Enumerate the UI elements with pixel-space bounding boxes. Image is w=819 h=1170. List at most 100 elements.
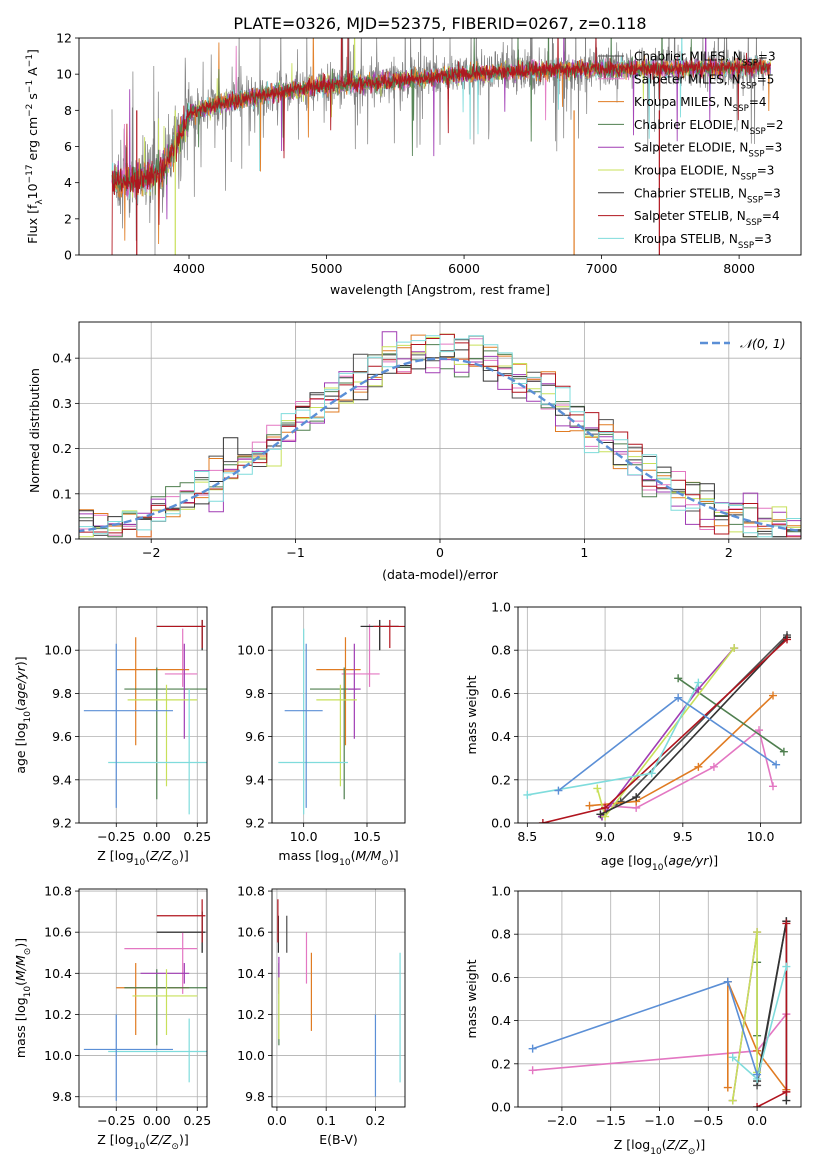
mass-weight-marker	[709, 762, 718, 771]
mass-weight-line	[527, 682, 700, 796]
x-axis-label: (data-model)/error	[382, 567, 499, 582]
label-fragment: 10	[25, 183, 40, 199]
axes-frame	[78, 321, 802, 540]
mass-weight-marker	[783, 635, 792, 644]
label-fragment: 10	[23, 711, 33, 723]
axes-frame	[271, 606, 406, 824]
label-fragment: Z [log	[97, 1132, 133, 1147]
mass-weight-marker	[753, 928, 762, 937]
y-axis-label: mass [log10(M/M⊙)]	[13, 938, 33, 1058]
y-tick-label: 0.0	[491, 816, 511, 831]
y-tick-label: 0.8	[491, 643, 511, 658]
label-fragment: =3	[763, 186, 781, 200]
residuals-axes: −2 −1 0 1 2 0.0 0.1 0.2 0.3 0.4 (data-model)/error…	[27, 321, 802, 582]
label-fragment: −1	[25, 80, 35, 93]
y-tick-label: 9.4	[52, 772, 72, 787]
mass-weight-marker	[674, 674, 683, 683]
label-fragment: )]	[179, 848, 189, 863]
y-tick-label: 9.8	[245, 1089, 265, 1104]
x-tick-label: −1.0	[644, 1113, 674, 1128]
y-tick-label: 9.8	[52, 1089, 72, 1104]
x-tick-label: 0.0	[267, 1113, 287, 1128]
plot-area	[111, 38, 771, 255]
mass-weight-marker	[769, 691, 778, 700]
y-tick-label: 10.4	[44, 966, 72, 981]
x-axis-label: mass [log10(M/M⊙)]	[278, 848, 398, 868]
label-fragment: mass [log	[13, 997, 28, 1058]
y-axis-label: age [log10(age/yr)]	[13, 656, 33, 773]
y-axis-label: Normed distribution	[27, 368, 42, 493]
label-fragment: ⊙	[171, 858, 179, 868]
y-tick-label: 0.1	[52, 486, 72, 501]
mass-weight-marker	[730, 644, 739, 653]
label-fragment: Salpeter MILES, N	[634, 72, 741, 86]
mass-weight-marker	[674, 693, 683, 702]
label-fragment: =4	[762, 209, 780, 223]
y-tick-label: 0.4	[52, 351, 72, 366]
x-tick-label: 0	[436, 545, 444, 560]
y-tick-label: 10.0	[237, 1048, 265, 1063]
mass-weight-marker	[769, 782, 778, 791]
legend-entry: Salpeter STELIB, NSSP=4	[634, 209, 780, 228]
label-fragment: Z [log	[614, 1137, 650, 1152]
y-tick-label: 10.8	[44, 884, 72, 899]
y-tick-label: 10	[56, 67, 72, 82]
y-tick-label: 1.0	[491, 884, 511, 899]
label-fragment: (	[13, 981, 28, 986]
mass-weight-marker	[554, 786, 563, 795]
x-tick-label: −0.25	[97, 1113, 135, 1128]
y-tick-label: 10.4	[237, 966, 265, 981]
grid	[79, 889, 207, 1107]
label-fragment: mass [log	[278, 848, 339, 863]
mass-weight-marker	[728, 1096, 737, 1105]
label-fragment: ]	[25, 49, 40, 54]
age_vs_mass-axes: 10.0 10.5 9.2 9.4 9.6 9.8 10.0 mass [log10(M/M⊙…	[237, 606, 406, 868]
label-fragment: Flux [f	[25, 204, 40, 244]
x-axis-label: E(B-V)	[319, 1132, 358, 1147]
y-tick-label: 0.4	[491, 729, 511, 744]
label-fragment: )]	[389, 848, 399, 863]
axes-frame	[517, 890, 802, 1108]
axes-frame	[78, 37, 802, 256]
x-axis-label: Z [log10(Z/Z⊙)]	[97, 1132, 188, 1152]
label-fragment: (	[145, 1132, 150, 1147]
legend-entry: Kroupa MILES, NSSP=4	[634, 95, 767, 114]
label-fragment: Z/Z	[149, 1132, 172, 1147]
label-fragment: 10	[134, 1142, 146, 1152]
label-fragment: Chabrier ELODIE, N	[634, 118, 750, 132]
legend-entry: Chabrier STELIB, NSSP=3	[634, 186, 781, 205]
label-fragment: =3	[765, 141, 783, 155]
x-tick-label: 9.5	[673, 829, 693, 844]
label-fragment: −2	[25, 104, 35, 117]
normal-pdf-curve	[79, 357, 801, 533]
legend-entry: Kroupa STELIB, NSSP=3	[634, 232, 772, 251]
y-axis-label: Flux [fλ10−17 erg cm−2 s−1 A−1]	[25, 49, 45, 244]
y-tick-label: 4	[64, 175, 72, 190]
label-fragment: Kroupa MILES, N	[634, 95, 733, 109]
x-tick-label: 0.0	[747, 1113, 767, 1128]
y-tick-label: 10.6	[237, 925, 265, 940]
y-tick-label: 0.0	[491, 1100, 511, 1115]
label-fragment: SSP	[746, 218, 762, 228]
label-fragment: SSP	[747, 195, 763, 205]
y-tick-label: 0.3	[52, 396, 72, 411]
mass_vs_Z-axes: −0.25 0.00 0.25 9.8 10.0 10.2 10.4 10.6 10.8 Z [l…	[13, 884, 211, 1152]
spectrum-axes: 4000 5000 6000 7000 8000 0 2 4 6 8 10 12 wavelength …	[25, 31, 802, 297]
label-fragment: −17	[25, 164, 35, 183]
mass-weight-marker	[772, 760, 781, 769]
x-axis-label: Z [log10(Z/Z⊙)]	[614, 1137, 705, 1157]
label-fragment: ⊙	[688, 1147, 696, 1157]
y-tick-label: 9.2	[245, 816, 265, 831]
grid	[79, 607, 207, 824]
y-tick-label: 9.8	[52, 686, 72, 701]
label-fragment: ⊙	[381, 858, 389, 868]
figure-title: PLATE=0326, MJD=52375, FIBERID=0267, z=0…	[233, 14, 646, 33]
label-fragment: SSP	[750, 127, 766, 137]
plot-area	[278, 619, 405, 815]
x-tick-label: 10.0	[747, 829, 775, 844]
age_vs_Z-axes: −0.25 0.00 0.259.29.49.69.810.0Z [log10(Z/…	[13, 606, 211, 868]
label-fragment: )]	[695, 1137, 705, 1152]
label-fragment: =2	[766, 118, 784, 132]
